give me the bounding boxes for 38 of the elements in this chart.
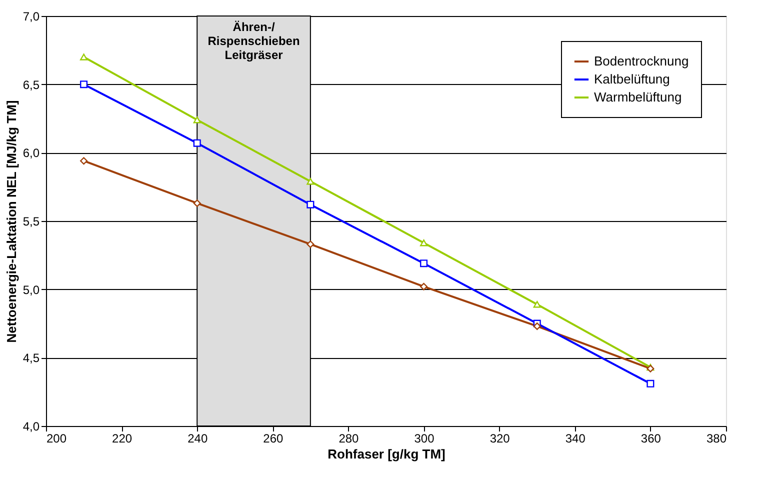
- point: [306, 240, 314, 248]
- x-tick-label: 240: [188, 432, 208, 446]
- x-tick-label: 380: [706, 432, 727, 446]
- y-tick-label: 5,5: [22, 214, 40, 228]
- x-tick-label: 220: [112, 432, 132, 446]
- y-tick-label: 4,0: [22, 420, 40, 434]
- x-tick-label: 280: [338, 432, 360, 446]
- y-tick-label: 5,0: [22, 282, 40, 297]
- point: [193, 199, 201, 207]
- point: [420, 240, 428, 246]
- band-label: Ähren-/ Rispenschieben Leitgräser: [208, 20, 300, 62]
- point: [80, 157, 88, 165]
- point: [306, 200, 314, 208]
- x-tick-label: 200: [46, 432, 67, 446]
- point: [306, 178, 314, 185]
- legend-label: Warmbelüftung: [594, 90, 682, 104]
- point: [646, 380, 654, 388]
- x-tick-label: 260: [263, 432, 284, 446]
- x-tick-label: 360: [640, 432, 662, 446]
- point: [80, 80, 88, 88]
- y-tick-label: 7,0: [22, 10, 40, 24]
- x-tick-label: 300: [414, 432, 435, 446]
- point: [533, 301, 541, 308]
- x-axis-title: Rohfaser [g/kg TM]: [328, 446, 446, 462]
- point: [420, 282, 428, 290]
- point: [193, 139, 201, 147]
- point: [80, 54, 88, 60]
- y-tick-label: 4,5: [22, 351, 40, 366]
- legend-label: Bodentrocknung: [594, 54, 689, 68]
- legend-label: Kaltbelüftung: [594, 72, 670, 86]
- x-tick-label: 320: [490, 432, 510, 446]
- x-tick-label: 340: [565, 432, 586, 446]
- y-tick-label: 6,0: [22, 146, 40, 160]
- point: [533, 322, 541, 330]
- y-tick-label: 6,5: [22, 78, 40, 92]
- point: [420, 260, 428, 268]
- y-axis-title: Nettoenergie-Laktation NEL [MJ/kg TM]: [4, 100, 19, 343]
- point: [193, 116, 201, 124]
